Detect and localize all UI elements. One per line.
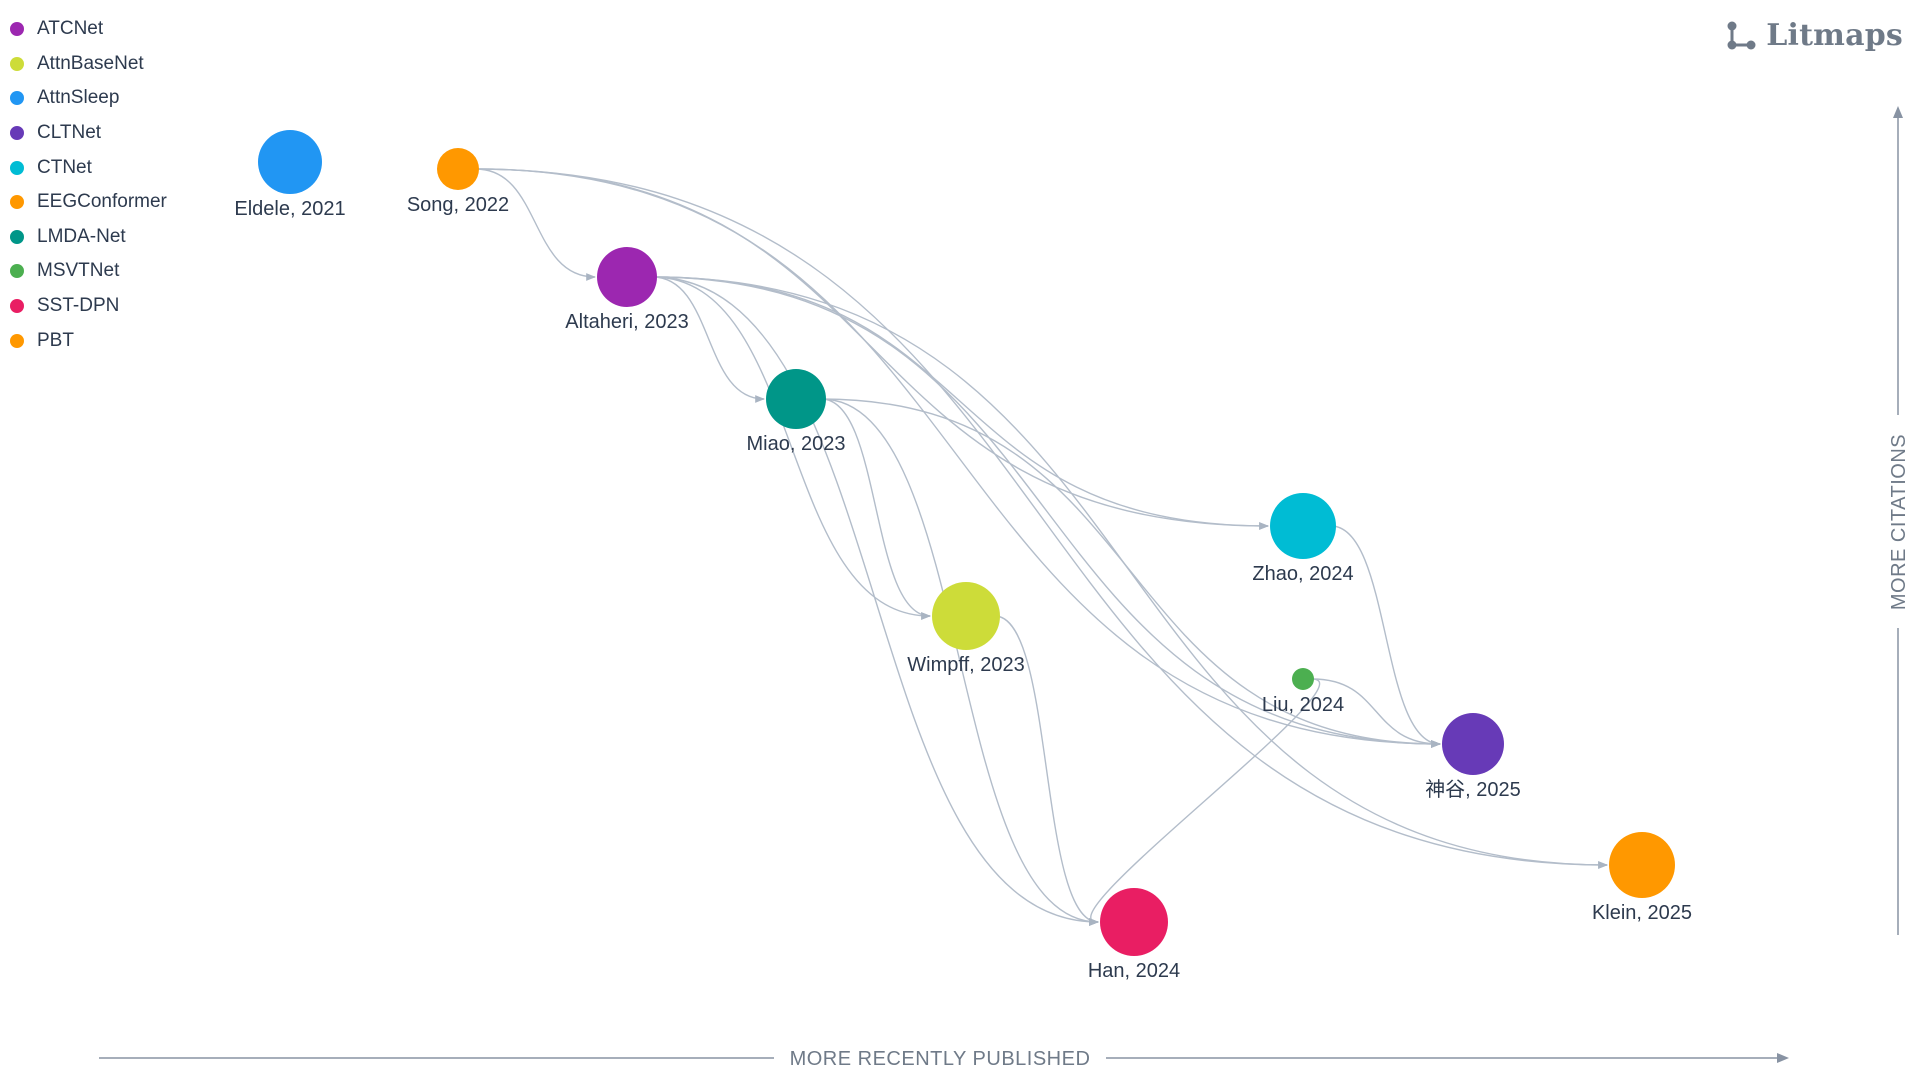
paper-node-zhao[interactable]: Zhao, 2024 xyxy=(1252,493,1354,585)
legend-label: EEGConformer xyxy=(37,191,167,213)
legend-item: EEGConformer xyxy=(10,185,167,220)
paper-label: Liu, 2024 xyxy=(1262,694,1344,716)
litmaps-network-icon xyxy=(1727,21,1756,49)
citation-link xyxy=(821,398,1441,748)
paper-label: Song, 2022 xyxy=(407,194,509,216)
y-axis-arrow-icon xyxy=(1893,106,1903,118)
legend-dot-icon xyxy=(10,264,24,279)
legend-dot-icon xyxy=(10,126,24,141)
y-axis: MORE CITATIONS xyxy=(1888,106,1910,935)
citation-link xyxy=(1312,678,1441,748)
paper-node-klein[interactable]: Klein, 2025 xyxy=(1592,832,1692,924)
citation-link xyxy=(652,276,1441,748)
legend: ATCNet AttnBaseNet AttnSleep CLTNet CTNet EEG… xyxy=(10,12,167,358)
paper-label: Klein, 2025 xyxy=(1592,902,1692,924)
y-axis-label: MORE CITATIONS xyxy=(1888,434,1910,610)
paper-circle[interactable] xyxy=(1442,713,1504,775)
legend-item: SST-DPN xyxy=(10,289,167,324)
legend-item: ATCNet xyxy=(10,12,167,47)
x-axis-arrow-icon xyxy=(1777,1053,1789,1063)
paper-circle[interactable] xyxy=(437,148,479,190)
legend-label: AttnSleep xyxy=(37,87,120,109)
paper-circle[interactable] xyxy=(1609,832,1675,898)
paper-label: Han, 2024 xyxy=(1088,960,1180,982)
paper-circle[interactable] xyxy=(1270,493,1336,559)
legend-label: MSVTNet xyxy=(37,260,120,282)
citation-link xyxy=(652,276,1269,530)
paper-label: Altaheri, 2023 xyxy=(565,311,688,333)
paper-circle[interactable] xyxy=(766,369,826,429)
paper-node-kamiya[interactable]: 神谷, 2025 xyxy=(1425,713,1521,801)
paper-circle[interactable] xyxy=(1292,668,1314,690)
citation-link xyxy=(652,276,1099,926)
legend-dot-icon xyxy=(10,160,24,175)
legend-item: LMDA-Net xyxy=(10,220,167,255)
citation-links xyxy=(475,168,1608,926)
legend-label: PBT xyxy=(37,329,74,351)
paper-label: Miao, 2023 xyxy=(747,433,846,455)
legend-label: LMDA-Net xyxy=(37,225,126,247)
paper-circle[interactable] xyxy=(597,247,657,307)
legend-item: CLTNet xyxy=(10,116,167,151)
legend-label: CTNet xyxy=(37,156,92,178)
paper-node-miao[interactable]: Miao, 2023 xyxy=(747,369,846,455)
paper-node-altaheri[interactable]: Altaheri, 2023 xyxy=(565,247,689,333)
paper-circle[interactable] xyxy=(1100,888,1168,956)
litmaps-logo[interactable]: Litmaps xyxy=(1724,18,1903,53)
legend-dot-icon xyxy=(10,195,24,210)
legend-label: SST-DPN xyxy=(37,295,120,317)
legend-item: PBT xyxy=(10,323,167,358)
legend-label: CLTNet xyxy=(37,122,102,144)
citation-link xyxy=(1331,525,1441,748)
citation-link xyxy=(475,168,596,281)
paper-label: 神谷, 2025 xyxy=(1425,778,1521,801)
legend-dot-icon xyxy=(10,229,24,244)
citation-link xyxy=(994,615,1099,926)
paper-nodes: Eldele, 2021 Song, 2022 Altaheri, 2023 Miao… xyxy=(234,130,1692,982)
x-axis-label: MORE RECENTLY PUBLISHED xyxy=(790,1048,1091,1070)
legend-item: MSVTNet xyxy=(10,254,167,289)
legend-item: AttnSleep xyxy=(10,81,167,116)
citation-link xyxy=(821,398,1099,926)
paper-node-wimpff[interactable]: Wimpff, 2023 xyxy=(907,582,1025,676)
legend-dot-icon xyxy=(10,299,24,314)
paper-label: Eldele, 2021 xyxy=(234,198,345,220)
paper-node-liu[interactable]: Liu, 2024 xyxy=(1262,668,1344,716)
paper-circle[interactable] xyxy=(258,130,322,194)
legend-dot-icon xyxy=(10,91,24,106)
legend-dot-icon xyxy=(10,22,24,37)
citation-link xyxy=(821,398,931,620)
legend-item: CTNet xyxy=(10,150,167,185)
legend-dot-icon xyxy=(10,56,24,71)
citation-link xyxy=(1089,678,1321,926)
paper-node-eldele[interactable]: Eldele, 2021 xyxy=(234,130,346,220)
legend-item: AttnBaseNet xyxy=(10,47,167,82)
citation-link xyxy=(475,168,1608,869)
paper-node-han[interactable]: Han, 2024 xyxy=(1088,888,1180,982)
x-axis: MORE RECENTLY PUBLISHED xyxy=(99,1048,1789,1070)
legend-label: ATCNet xyxy=(37,18,104,40)
citation-link xyxy=(652,276,765,403)
legend-label: AttnBaseNet xyxy=(37,52,144,74)
paper-circle[interactable] xyxy=(932,582,1000,650)
paper-node-song[interactable]: Song, 2022 xyxy=(407,148,509,216)
paper-label: Wimpff, 2023 xyxy=(907,654,1024,676)
brand-name: Litmaps xyxy=(1766,18,1903,53)
paper-label: Zhao, 2024 xyxy=(1252,563,1353,585)
legend-dot-icon xyxy=(10,333,24,348)
